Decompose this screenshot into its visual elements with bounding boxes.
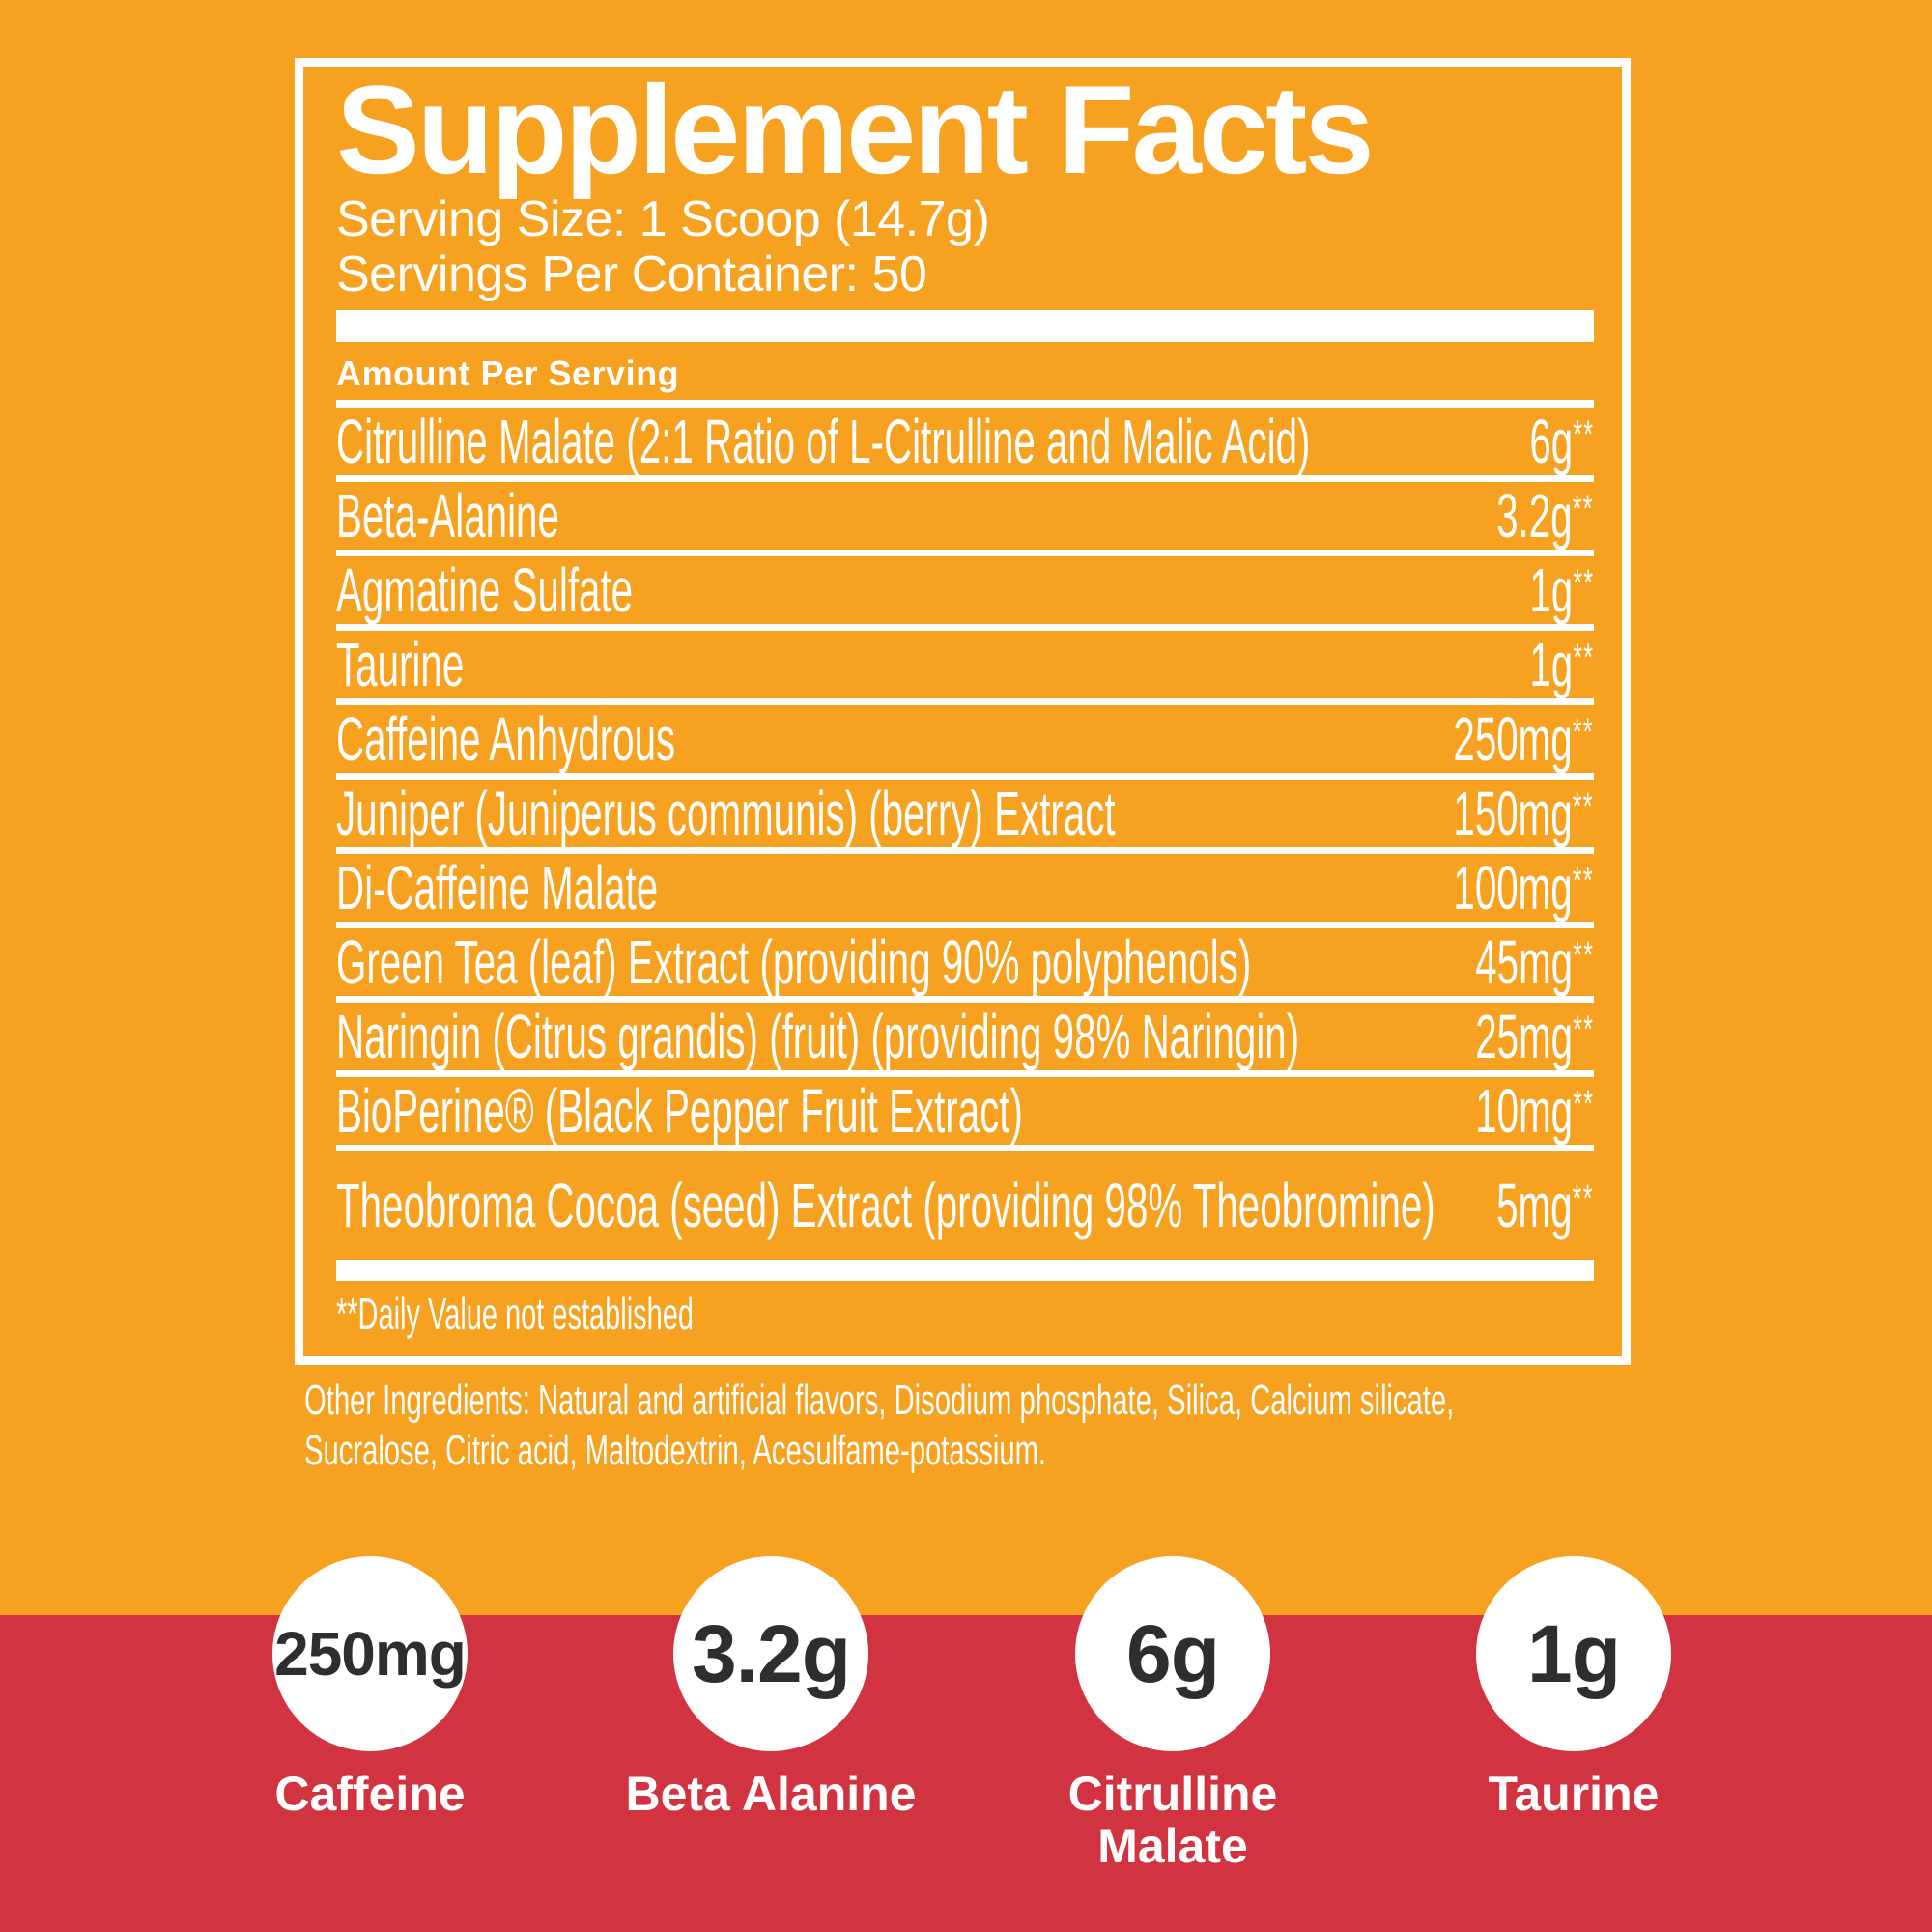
highlight-label: Beta Alanine <box>625 1767 917 1821</box>
ingredient-name: Di-Caffeine Malate <box>336 853 659 923</box>
ingredient-row: Beta-Alanine 3.2g** <box>336 480 1594 556</box>
amount-value: 1g <box>1529 555 1573 625</box>
ingredient-amount: 1g** <box>1529 554 1594 626</box>
highlight-value: 250mg <box>274 1619 467 1689</box>
highlight-circle-citrulline-malate: 6g <box>1075 1556 1270 1751</box>
ingredient-name: Citrulline Malate (2:1 Ratio of L-Citrul… <box>336 407 1311 476</box>
dv-asterisks: ** <box>1572 785 1594 828</box>
highlight-value: 6g <box>1125 1607 1220 1699</box>
panel-title: Supplement Facts <box>336 59 1375 200</box>
highlight-circle-beta-alanine: 3.2g <box>673 1556 868 1751</box>
ingredient-name: Agmatine Sulfate <box>336 555 634 625</box>
ingredient-amount: 25mg** <box>1475 1001 1594 1072</box>
servings-per-container: Servings Per Container: 50 <box>336 246 927 302</box>
dv-asterisks: ** <box>1572 488 1594 530</box>
ingredient-row: Theobroma Cocoa (seed) Extract (providin… <box>336 1151 1594 1260</box>
amount-value: 100mg <box>1453 853 1573 923</box>
ingredient-name: Theobroma Cocoa (seed) Extract (providin… <box>336 1171 1435 1240</box>
dv-asterisks: ** <box>1572 1178 1594 1220</box>
amount-value: 1g <box>1529 630 1573 699</box>
dv-asterisks: ** <box>1572 562 1594 605</box>
dv-asterisks: ** <box>1572 1083 1594 1125</box>
ingredient-amount: 250mg** <box>1454 703 1594 775</box>
ingredient-name: Green Tea (leaf) Extract (providing 90% … <box>336 927 1252 997</box>
highlight-value: 1g <box>1526 1607 1621 1699</box>
ingredient-table: Citrulline Malate (2:1 Ratio of L-Citrul… <box>336 406 1594 1260</box>
ingredient-amount: 150mg** <box>1454 778 1594 849</box>
ingredient-name: Taurine <box>336 630 465 699</box>
amount-value: 150mg <box>1453 779 1573 848</box>
amount-value: 6g <box>1529 407 1573 476</box>
dv-asterisks: ** <box>1572 934 1594 977</box>
dv-asterisks: ** <box>1572 637 1594 679</box>
divider-bar-bottom <box>336 1260 1594 1281</box>
ingredient-row: Agmatine Sulfate 1g** <box>336 554 1594 631</box>
ingredient-name: Beta-Alanine <box>336 481 559 551</box>
ingredient-amount: 1g** <box>1529 629 1594 700</box>
dv-asterisks: ** <box>1572 413 1594 456</box>
daily-value-footnote: **Daily Value not established <box>336 1291 1594 1337</box>
serving-size: Serving Size: 1 Scoop (14.7g) <box>336 191 990 247</box>
ingredient-row: Juniper (Juniperus communis) (berry) Ext… <box>336 778 1594 854</box>
ingredient-amount: 3.2g** <box>1496 480 1594 552</box>
amount-value: 5mg <box>1496 1171 1573 1240</box>
highlight-circle-taurine: 1g <box>1476 1556 1671 1751</box>
ingredient-row: BioPerine® (Black Pepper Fruit Extract) … <box>336 1075 1594 1151</box>
ingredient-amount: 100mg** <box>1454 852 1594 923</box>
supplement-facts-panel: Supplement Facts Serving Size: 1 Scoop (… <box>295 58 1631 1365</box>
ingredient-row: Citrulline Malate (2:1 Ratio of L-Citrul… <box>336 406 1594 482</box>
ingredient-amount: 5mg** <box>1496 1170 1594 1241</box>
ingredient-name: BioPerine® (Black Pepper Fruit Extract) <box>336 1076 1023 1146</box>
ingredient-row: Taurine 1g** <box>336 629 1594 705</box>
amount-value: 250mg <box>1453 704 1573 774</box>
ingredient-row: Green Tea (leaf) Extract (providing 90% … <box>336 926 1594 1003</box>
ingredient-row: Di-Caffeine Malate 100mg** <box>336 852 1594 928</box>
amount-value: 10mg <box>1475 1076 1573 1146</box>
ingredient-row: Caffeine Anhydrous 250mg** <box>336 703 1594 780</box>
ingredient-row: Naringin (Citrus grandis) (fruit) (provi… <box>336 1001 1594 1077</box>
amount-per-serving-header: Amount Per Serving <box>336 354 680 393</box>
highlight-value: 3.2g <box>691 1607 851 1699</box>
dv-asterisks: ** <box>1572 711 1594 753</box>
daily-value-footnote-text: **Daily Value not established <box>336 1289 694 1339</box>
ingredient-amount: 6g** <box>1529 406 1594 477</box>
ingredient-amount: 10mg** <box>1475 1075 1594 1147</box>
ingredient-name: Caffeine Anhydrous <box>336 704 676 774</box>
highlight-label: Caffeine <box>274 1767 466 1821</box>
dv-asterisks: ** <box>1572 860 1594 902</box>
dv-asterisks: ** <box>1572 1009 1594 1051</box>
divider-bar-top <box>336 310 1594 342</box>
ingredient-amount: 45mg** <box>1475 926 1594 998</box>
ingredient-name: Naringin (Citrus grandis) (fruit) (provi… <box>336 1002 1300 1071</box>
highlight-label: Taurine <box>1488 1767 1660 1821</box>
amount-value: 45mg <box>1475 927 1573 997</box>
ingredient-name: Juniper (Juniperus communis) (berry) Ext… <box>336 779 1116 848</box>
other-ingredients: Other Ingredients: Natural and artificia… <box>304 1377 1455 1474</box>
header-rule <box>336 400 1594 408</box>
amount-value: 25mg <box>1475 1002 1573 1071</box>
amount-value: 3.2g <box>1496 481 1573 551</box>
highlight-label: Citrulline Malate <box>1067 1767 1278 1873</box>
highlight-circle-caffeine: 250mg <box>272 1556 468 1751</box>
